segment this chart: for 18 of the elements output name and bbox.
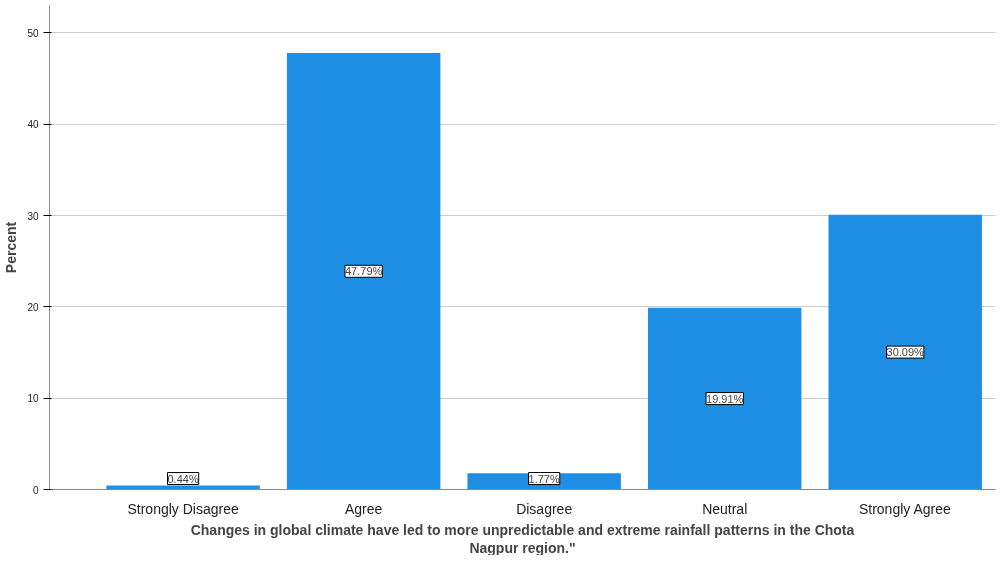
bar	[286, 53, 441, 490]
y-tick-label: 50	[27, 27, 39, 39]
y-tick-label: 10	[27, 393, 39, 405]
y-tick-label: 0	[32, 484, 39, 496]
x-tick-label: Strongly Agree	[858, 500, 951, 517]
bar	[647, 307, 802, 490]
y-tick-label: 20	[27, 301, 39, 313]
data-label: 19.91%	[706, 392, 744, 405]
x-axis-title: Changes in global climate have led to more unpredictable and extreme rainfall patterns in the Chota Nagpur region."	[190, 521, 855, 556]
x-tick-label: Strongly Disagree	[127, 500, 239, 517]
bar	[106, 485, 260, 490]
bar	[828, 214, 982, 490]
y-axis-title: Percent	[3, 221, 20, 274]
x-tick-label: Neutral	[702, 500, 748, 517]
x-tick-label: Agree	[344, 500, 383, 517]
y-tick-label: 30	[27, 210, 39, 222]
x-tick-label: Disagree	[516, 500, 573, 517]
y-tick-label: 40	[27, 119, 39, 131]
